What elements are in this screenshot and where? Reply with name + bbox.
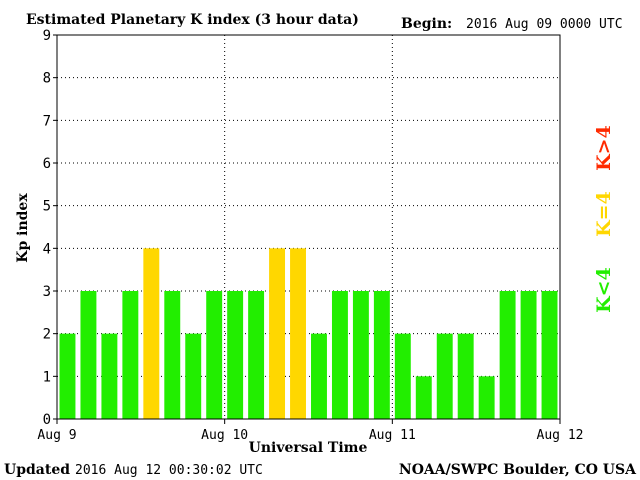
kp-bar: [541, 291, 558, 419]
kp-bar: [206, 291, 223, 419]
y-axis-ticks: 0 1 2 3 4 5 6 7 8 9: [43, 28, 57, 428]
x-axis-label: Universal Time: [249, 440, 368, 456]
y-tick-label: 2: [43, 327, 51, 343]
kp-bar: [478, 376, 495, 419]
x-tick-label: Aug 9: [37, 428, 76, 443]
begin-value: 2016 Aug 09 0000 UTC: [466, 17, 623, 32]
kp-bar: [185, 333, 202, 419]
kp-bar: [331, 291, 348, 419]
kp-bar: [164, 291, 181, 419]
y-tick-label: 9: [43, 28, 51, 44]
y-tick-label: 3: [43, 284, 51, 300]
updated-value: 2016 Aug 12 00:30:02 UTC: [75, 463, 263, 478]
legend-item-k-below-4: K<4: [593, 267, 615, 313]
kp-bar: [352, 291, 369, 419]
y-tick-label: 7: [43, 113, 51, 129]
updated-label: Updated: [4, 462, 70, 478]
y-tick-label: 5: [43, 199, 51, 215]
legend-item-k-equal-4: K=4: [593, 191, 615, 237]
kp-bar: [394, 333, 411, 419]
plot-frame: [56, 34, 561, 420]
begin-label: Begin:: [401, 16, 452, 32]
y-tick-label: 4: [43, 241, 51, 257]
chart-title: Estimated Planetary K index (3 hour data…: [26, 12, 359, 28]
kp-bar: [436, 333, 453, 419]
y-axis-label: Kp index: [15, 193, 31, 263]
kp-bar: [415, 376, 432, 419]
kp-bar: [373, 291, 390, 419]
kp-bar: [143, 248, 160, 419]
kp-bar: [59, 333, 76, 419]
kp-bar: [499, 291, 516, 419]
source-credit: NOAA/SWPC Boulder, CO USA: [399, 462, 637, 478]
x-tick-label: Aug 12: [537, 428, 584, 443]
kp-bar: [311, 333, 327, 419]
kp-bar: [269, 248, 286, 419]
kp-bar: [80, 291, 97, 419]
kp-bar: [457, 333, 474, 419]
y-tick-label: 6: [43, 156, 51, 172]
kp-bar: [122, 291, 139, 419]
grid-lines: [57, 35, 560, 419]
x-axis-ticks: Aug 9 Aug 10 Aug 11 Aug 12: [37, 419, 583, 443]
kp-bars: [59, 248, 558, 419]
y-tick-label: 8: [43, 71, 51, 87]
x-tick-label: Aug 11: [369, 428, 416, 443]
kp-bar: [290, 248, 306, 419]
x-tick-label: Aug 10: [201, 428, 248, 443]
legend: K>4 K=4 K<4: [593, 125, 615, 313]
y-tick-label: 1: [43, 369, 51, 385]
kp-bar: [520, 291, 537, 419]
legend-item-k-above-4: K>4: [593, 125, 615, 171]
kp-bar: [248, 291, 265, 419]
y-tick-label: 0: [43, 412, 51, 428]
kp-bar: [227, 291, 244, 419]
kp-bar: [101, 333, 118, 419]
